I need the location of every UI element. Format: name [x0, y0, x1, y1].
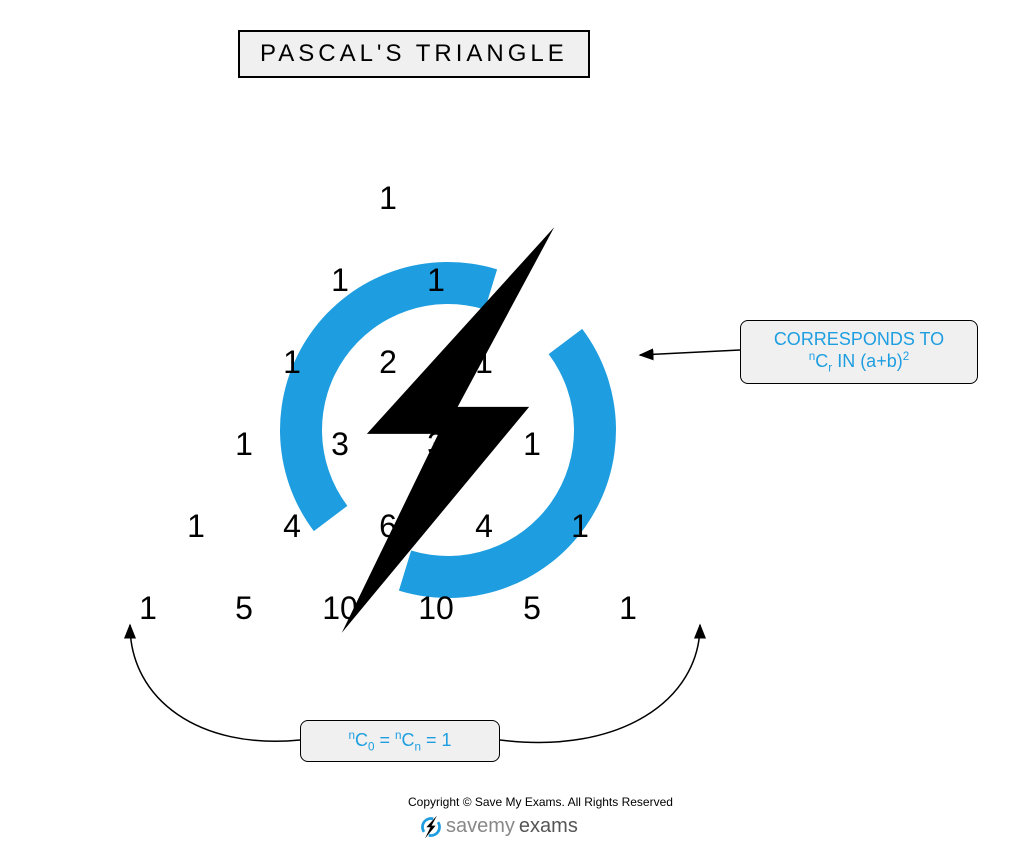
triangle-number: 1	[196, 426, 292, 463]
arrow-to-row2	[640, 350, 740, 355]
callout-right-formula: nCr IN (a+b)2	[809, 350, 909, 375]
triangle-row: 14641	[148, 508, 628, 545]
triangle-number: 1	[292, 262, 388, 299]
page-title: PASCAL'S TRIANGLE	[238, 30, 590, 78]
triangle-number: 1	[148, 508, 244, 545]
triangle-row: 121	[244, 344, 532, 381]
triangle-number: 1	[532, 508, 628, 545]
triangle-number: 3	[292, 426, 388, 463]
triangle-row: 1331	[196, 426, 580, 463]
triangle-number: 4	[436, 508, 532, 545]
triangle-number: 1	[580, 590, 676, 627]
triangle-number: 3	[388, 426, 484, 463]
arrow-bottom-left	[130, 625, 300, 741]
triangle-number: 1	[388, 262, 484, 299]
brand-logo-text: savemyexams	[420, 815, 578, 838]
triangle-number: 1	[100, 590, 196, 627]
callout-right-line1: CORRESPONDS TO	[774, 329, 944, 350]
triangle-number: 1	[244, 344, 340, 381]
triangle-row: 1	[340, 180, 436, 217]
callout-edges-equal-one: nC0 = nCn = 1	[300, 720, 500, 762]
triangle-number: 6	[340, 508, 436, 545]
triangle-number: 1	[340, 180, 436, 217]
triangle-row: 15101051	[100, 590, 676, 627]
callout-bottom-formula: nC0 = nCn = 1	[348, 729, 451, 754]
triangle-number: 4	[244, 508, 340, 545]
callout-corresponds-to: CORRESPONDS TO nCr IN (a+b)2	[740, 320, 978, 384]
triangle-number: 1	[436, 344, 532, 381]
arrow-bottom-right	[500, 625, 700, 742]
triangle-number: 5	[196, 590, 292, 627]
triangle-number: 10	[292, 590, 388, 627]
copyright-text: Copyright © Save My Exams. All Rights Re…	[408, 795, 673, 809]
brand-text-1: savemy	[446, 815, 515, 838]
triangle-number: 2	[340, 344, 436, 381]
triangle-number: 10	[388, 590, 484, 627]
brand-bolt-icon	[420, 816, 442, 838]
brand-text-2: exams	[519, 815, 578, 838]
triangle-number: 1	[484, 426, 580, 463]
triangle-row: 11	[292, 262, 484, 299]
triangle-number: 5	[484, 590, 580, 627]
